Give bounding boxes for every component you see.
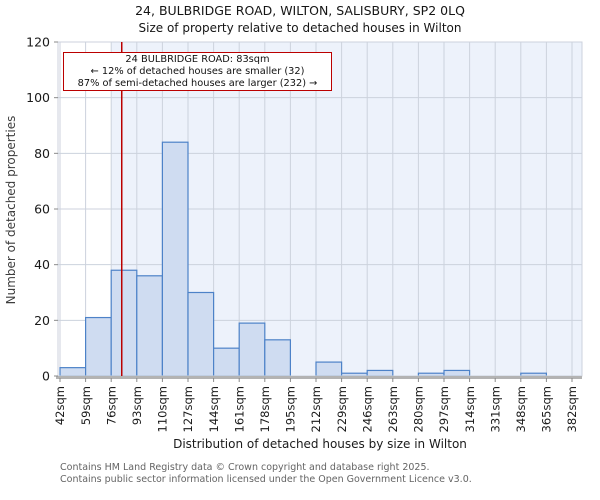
annotation-larger-stat: 87% of semi-detached houses are larger (… [77, 78, 318, 89]
x-tick-label: 178sqm [258, 386, 272, 432]
x-tick-label: 144sqm [207, 386, 221, 432]
x-tick-label: 263sqm [386, 386, 400, 432]
x-tick-label: 331sqm [488, 386, 502, 432]
x-tick-label: 297sqm [437, 386, 451, 432]
histogram-bar [443, 369, 471, 377]
y-tick-label: 80 [34, 146, 50, 161]
histogram-bar [238, 322, 266, 377]
histogram-bar [366, 369, 394, 377]
histogram-bar [110, 269, 138, 377]
license-footer: Contains HM Land Registry data © Crown c… [60, 462, 472, 485]
annotation-property-size: 24 BULBRIDGE ROAD: 83sqm [125, 54, 270, 65]
histogram-bar [315, 361, 343, 377]
x-tick-label: 246sqm [360, 386, 374, 432]
x-tick-label: 212sqm [309, 386, 323, 432]
x-tick-label: 161sqm [232, 386, 246, 432]
x-tick-label: 127sqm [181, 386, 195, 432]
x-tick-label: 76sqm [104, 386, 118, 425]
x-tick-label: 382sqm [565, 386, 579, 432]
x-axis-label: Distribution of detached houses by size … [173, 437, 467, 451]
annotation-smaller-stat: ← 12% of detached houses are smaller (32… [90, 66, 305, 77]
chart-title: 24, BULBRIDGE ROAD, WILTON, SALISBURY, S… [135, 3, 465, 18]
x-tick-label: 110sqm [156, 386, 170, 432]
x-tick-label: 42sqm [53, 386, 67, 425]
histogram-bar [187, 291, 215, 377]
chart-subtitle: Size of property relative to detached ho… [138, 21, 462, 35]
x-tick-label: 314sqm [463, 386, 477, 432]
histogram-bar [161, 141, 189, 377]
x-tick-label: 229sqm [335, 386, 349, 432]
annotation-box: 24 BULBRIDGE ROAD: 83sqm ← 12% of detach… [63, 52, 332, 91]
histogram-bar [213, 347, 240, 377]
y-tick-label: 40 [34, 257, 50, 272]
x-tick-label: 195sqm [284, 386, 298, 432]
footer-line-2: Contains public sector information licen… [60, 473, 472, 485]
histogram-bar [59, 367, 87, 377]
y-tick-label: 0 [42, 369, 50, 384]
histogram-bar [84, 316, 112, 377]
x-tick-label: 348sqm [514, 386, 528, 432]
y-tick-label: 120 [26, 35, 50, 50]
x-tick-label: 59sqm [79, 386, 93, 425]
y-tick-label: 60 [34, 202, 50, 217]
x-tick-label: 365sqm [540, 386, 554, 432]
y-tick-label: 20 [34, 313, 50, 328]
tick-marks [54, 41, 573, 382]
histogram-bar [264, 339, 291, 377]
histogram-bar [136, 275, 164, 377]
x-tick-label: 280sqm [412, 386, 426, 432]
footer-line-1: Contains HM Land Registry data © Crown c… [60, 462, 430, 473]
y-axis-label: Number of detached properties [4, 115, 18, 305]
y-tick-label: 100 [26, 90, 50, 105]
x-tick-labels: 42sqm 59sqm 76sqm 93sqm 110sqm 127sqm 144sqm 16… [53, 386, 579, 432]
x-tick-label: 93sqm [130, 386, 144, 425]
bars [59, 141, 547, 377]
y-tick-labels: 0 20 40 60 80 100 120 [26, 35, 50, 384]
